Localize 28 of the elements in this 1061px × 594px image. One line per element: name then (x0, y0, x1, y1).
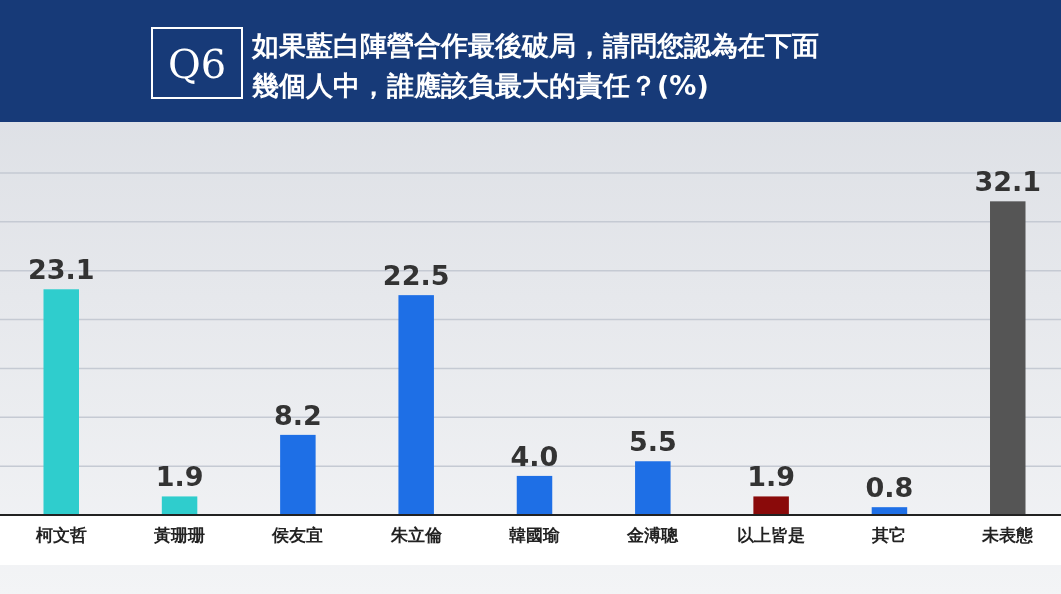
data-label: 22.5 (382, 260, 450, 292)
x-tick-label: 韓國瑜 (509, 525, 561, 545)
data-label: 8.2 (273, 399, 322, 431)
data-label: 32.1 (974, 166, 1042, 198)
data-label: 5.5 (628, 426, 677, 458)
bar (43, 289, 79, 515)
bar (753, 496, 789, 515)
data-label: 23.1 (27, 254, 95, 286)
bar (398, 295, 434, 515)
bar (990, 201, 1026, 515)
bar (516, 475, 553, 515)
x-tick-label: 侯友宜 (271, 525, 324, 545)
x-tick-label: 柯文哲 (34, 525, 87, 545)
bar (280, 434, 316, 515)
bar (635, 461, 671, 515)
chart-title: 如果藍白陣營合作最後破局，請問您認為在下面幾個人中，誰應該負最大的責任？(%) (251, 30, 819, 101)
text: Q6 (167, 41, 227, 87)
data-label: 1.9 (155, 461, 204, 493)
data-label: 0.8 (865, 472, 914, 504)
data-label: 4.0 (510, 440, 559, 472)
x-tick-label: 未表態 (981, 525, 1035, 545)
data-label: 1.9 (747, 461, 796, 493)
bar (161, 496, 198, 515)
x-tick-label: 黃珊珊 (153, 525, 206, 545)
x-tick-label: 其它 (871, 525, 907, 545)
x-tick-label: 以上皆是 (737, 525, 806, 545)
x-tick-label: 金溥聰 (626, 525, 680, 545)
x-tick-label: 朱立倫 (389, 525, 443, 545)
